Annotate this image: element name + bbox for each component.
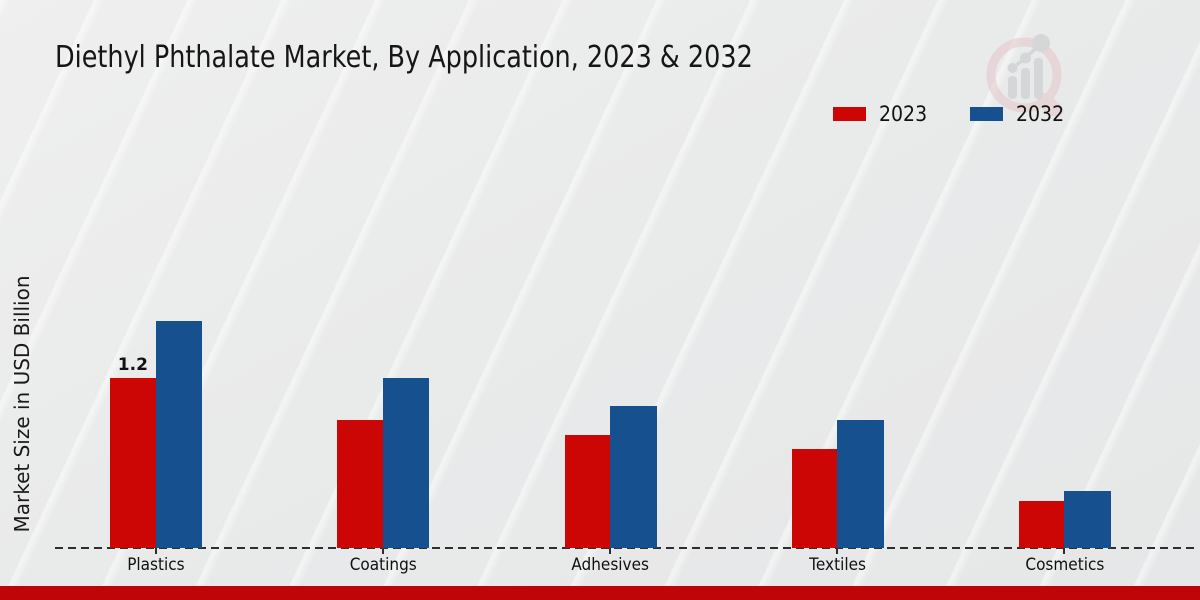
x-axis-baseline [55,547,1194,549]
bar-2023-cosmetics [1018,501,1065,548]
magnifier-bar-chart-watermark-icon [986,34,1064,116]
legend-label-2023: 2023 [879,102,928,126]
x-label-plastics: Plastics [126,555,185,575]
x-label-coatings: Coatings [349,555,417,575]
legend-item-2032: 2032 [970,102,1069,126]
x-label-textiles: Textiles [808,555,866,575]
legend-swatch-2023 [833,107,866,121]
x-tick-cosmetics [1063,548,1066,554]
bottom-accent-band [0,586,1200,600]
x-label-cosmetics: Cosmetics [1024,555,1104,575]
legend: 2023 2032 [833,102,1070,126]
x-label-adhesives: Adhesives [571,555,649,575]
bar-2023-textiles [791,448,838,548]
bar-2023-coatings [337,420,383,548]
bar-2023-adhesives [564,434,610,548]
chart-title: Diethyl Phthalate Market, By Application… [55,40,753,75]
bar-2032-textiles [837,420,884,548]
legend-item-2023: 2023 [833,102,932,126]
x-tick-coatings [381,548,384,554]
x-tick-adhesives [609,548,611,554]
bar-value-label-2023-plastics: 1.2 [117,354,148,375]
legend-swatch-2032 [970,107,1004,121]
bar-2032-cosmetics [1064,491,1111,548]
bar-2032-plastics [155,321,203,548]
x-tick-textiles [836,548,839,554]
bar-2023-plastics [110,377,156,548]
bar-2032-coatings [382,377,430,548]
x-tick-plastics [154,548,157,554]
legend-label-2032: 2032 [1016,102,1065,126]
bar-2032-adhesives [610,406,657,548]
